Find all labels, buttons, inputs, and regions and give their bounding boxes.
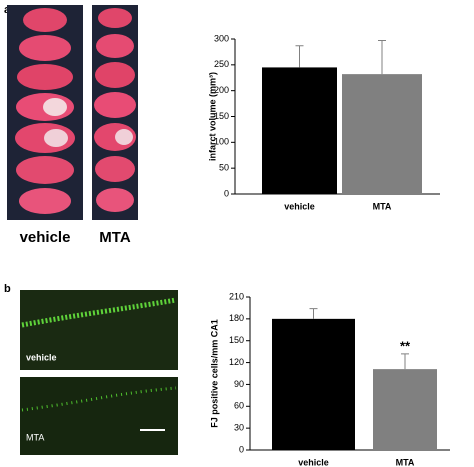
y-tick-label: 30 <box>234 423 244 433</box>
y-tick-label: 180 <box>229 313 244 323</box>
image-label: vehicle <box>26 352 57 362</box>
image-label: MTA <box>26 432 44 442</box>
y-tick-label: 200 <box>214 85 229 95</box>
y-tick-label: 150 <box>229 335 244 345</box>
panel-label: b <box>4 283 11 295</box>
y-tick-label: 120 <box>229 357 244 367</box>
x-tick-label: vehicle <box>284 201 315 211</box>
micrograph-mta <box>20 377 178 455</box>
bar <box>373 369 437 450</box>
y-tick-label: 100 <box>214 137 229 147</box>
y-tick-label: 0 <box>224 188 229 198</box>
micrograph-vehicle <box>20 290 178 370</box>
error-bar <box>401 353 409 370</box>
annotation: ** <box>400 338 411 353</box>
y-tick-label: 150 <box>214 111 229 121</box>
y-tick-label: 300 <box>214 33 229 43</box>
y-tick-label: 0 <box>239 444 244 454</box>
image-label: vehicle <box>20 229 71 246</box>
error-bar <box>309 308 318 319</box>
x-tick-label: MTA <box>373 201 392 211</box>
error-bar <box>378 40 386 75</box>
bar <box>262 67 337 194</box>
y-tick-label: 90 <box>234 379 244 389</box>
y-tick-label: 250 <box>214 59 229 69</box>
brain-slices-vehicle <box>7 5 83 220</box>
bar <box>272 318 355 450</box>
brain-slices-mta <box>92 5 138 220</box>
y-tick-label: 210 <box>229 291 244 301</box>
error-bar <box>295 45 304 68</box>
image-label: MTA <box>99 229 131 246</box>
y-axis-label: FJ positive cells/mm CA1 <box>209 319 219 428</box>
y-axis-label: infarct volume (mm³) <box>207 72 217 161</box>
x-tick-label: MTA <box>396 457 415 467</box>
y-tick-label: 60 <box>234 401 244 411</box>
bar <box>342 74 422 194</box>
y-tick-label: 50 <box>219 163 229 173</box>
x-tick-label: vehicle <box>298 457 329 467</box>
